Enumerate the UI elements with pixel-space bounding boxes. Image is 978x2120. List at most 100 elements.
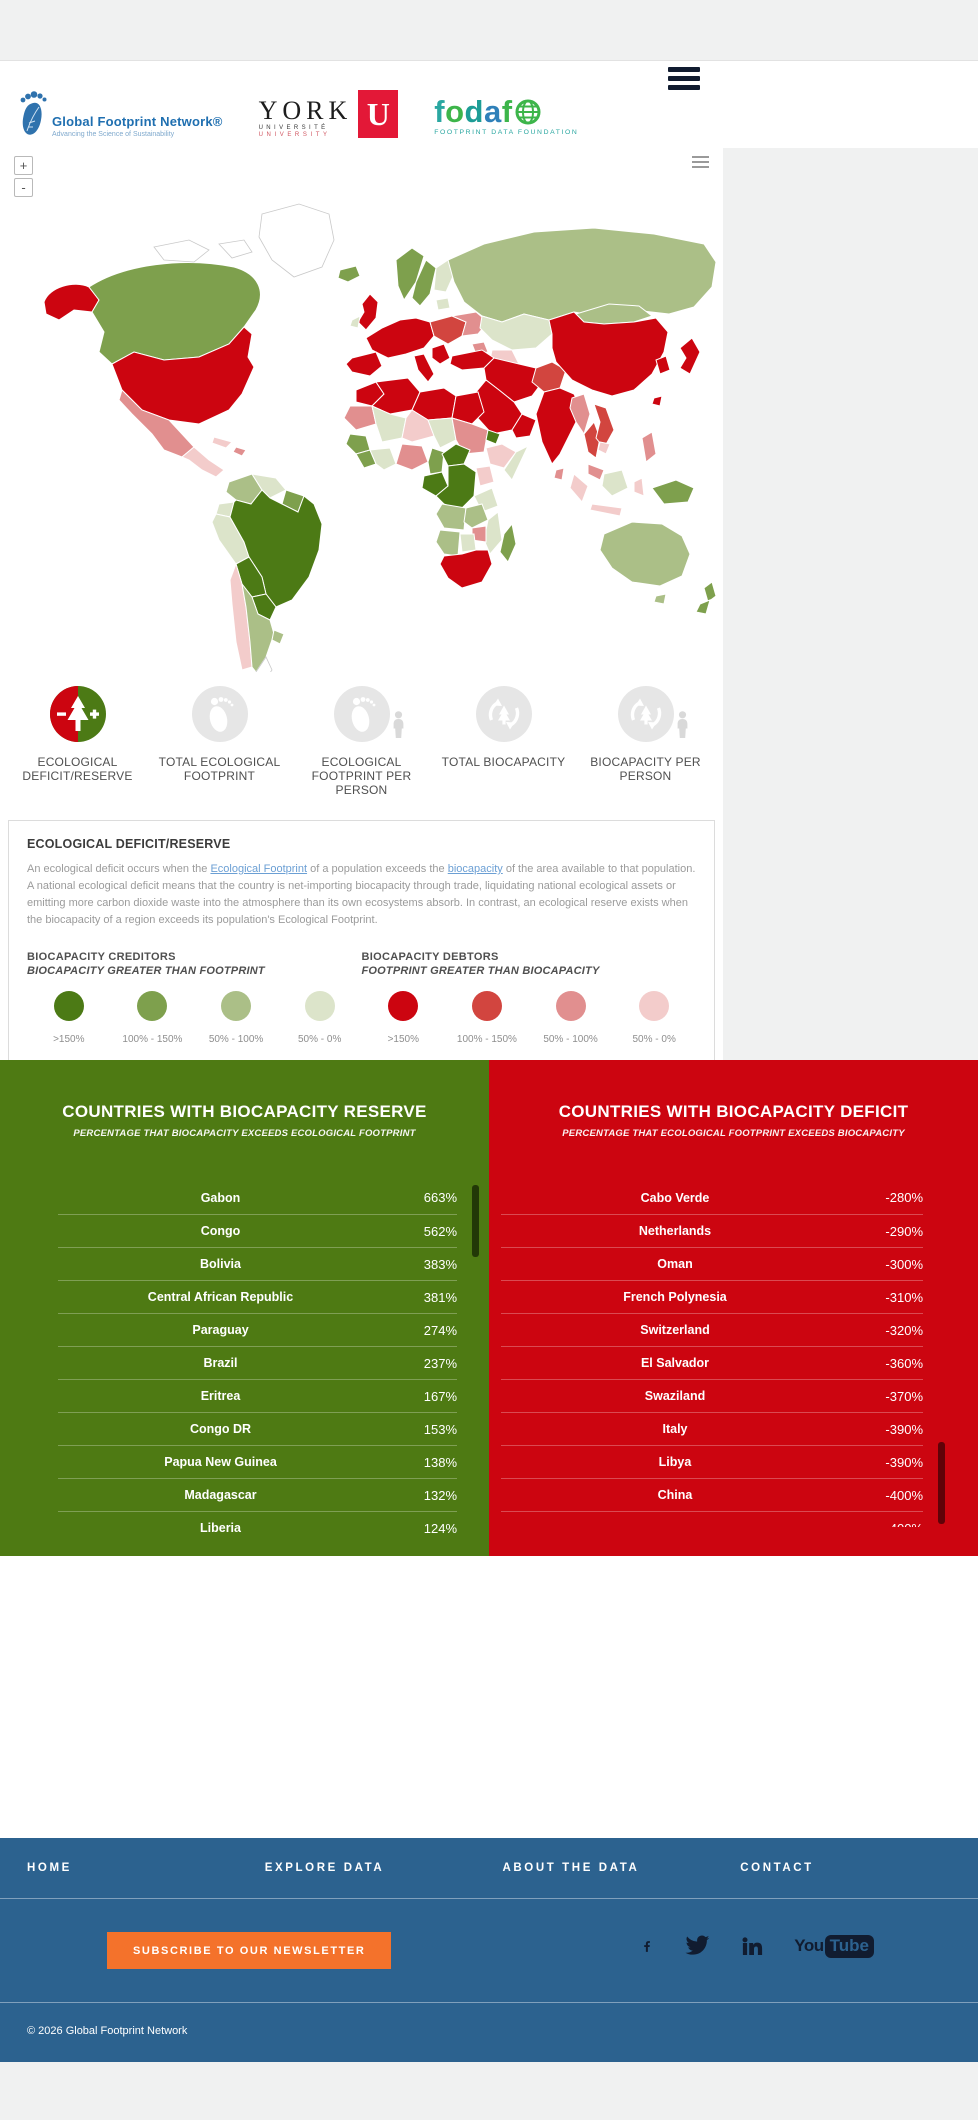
world-map-container: + - [0, 148, 723, 678]
york-wordmark: YORK [258, 95, 353, 125]
table-row: Cabo Verde -280% [501, 1181, 923, 1214]
map-mode-tabs: ECOLOGICAL DEFICIT/RESERVE [0, 678, 723, 800]
country-value: 383% [423, 1256, 457, 1272]
country-value: -310% [885, 1289, 923, 1305]
country-value: 153% [423, 1421, 457, 1437]
country-value: -400% [849, 1521, 923, 1528]
site-header: Global Footprint Network® Advancing the … [0, 61, 978, 148]
country-value: 124% [423, 1520, 457, 1536]
facebook-icon[interactable] [640, 1933, 654, 1959]
globe-icon [515, 99, 541, 125]
country-name: Congo DR [189, 1422, 252, 1436]
world-map[interactable] [4, 152, 719, 672]
person-icon [393, 711, 403, 738]
table-row: China -400% [501, 1478, 923, 1511]
country-name: Libya [658, 1455, 692, 1469]
linkedin-icon[interactable] [740, 1934, 764, 1958]
country-name: Bolivia [200, 1257, 241, 1271]
copyright-text: © 2026 Global Footprint Network [27, 2025, 188, 2037]
york-university-logo[interactable]: YORK UNIVERSITÉ UNIVERSITY U [259, 90, 399, 138]
map-legend: BIOCAPACITY CREDITORS BIOCAPACITY GREATE… [27, 951, 696, 1045]
table-row: Bolivia 383% [58, 1247, 457, 1280]
country-value: -280% [885, 1190, 923, 1205]
map-zoom-out-button[interactable]: - [14, 178, 33, 197]
subscribe-newsletter-button[interactable]: SUBSCRIBE TO OUR NEWSLETTER [107, 1932, 392, 1969]
reserve-panel-subtitle: PERCENTAGE THAT BIOCAPACITY EXCEEDS ECOL… [73, 1128, 416, 1139]
country-name: Swaziland [644, 1389, 706, 1403]
legend-range-label: 50% - 100% [543, 1034, 598, 1046]
youtube-icon[interactable]: You Tube [794, 1934, 874, 1958]
biocapacity-icon [617, 686, 674, 742]
legend-range-label: >150% [387, 1034, 420, 1046]
map-zoom-in-button[interactable]: + [14, 156, 33, 175]
social-links: You Tube [640, 1933, 874, 1959]
legend-item: 50% - 100% [194, 991, 278, 1045]
table-row: Gabon 663% [58, 1181, 457, 1214]
legend-item: 50% - 100% [529, 991, 613, 1045]
legend-range-label: 50% - 0% [632, 1034, 676, 1046]
menu-icon[interactable] [668, 67, 700, 94]
info-paragraph: An ecological deficit occurs when the Ec… [27, 863, 696, 927]
biocapacity-deficit-panel: COUNTRIES WITH BIOCAPACITY DEFICIT PERCE… [489, 1060, 978, 1556]
country-name: Gabon [200, 1190, 241, 1205]
ecological-footprint-link[interactable]: Ecological Footprint [210, 863, 308, 875]
footer-nav-link[interactable]: CONTACT [740, 1862, 814, 1874]
country-value: -290% [885, 1223, 923, 1239]
country-name: Papua New Guinea [164, 1455, 277, 1469]
footprint-icon [191, 686, 248, 742]
legend-item: 100% - 150% [111, 991, 195, 1045]
country-value: 274% [423, 1322, 457, 1338]
tab-total-biocapacity[interactable]: TOTAL BIOCAPACITY [440, 686, 568, 800]
footprint-icon [333, 686, 390, 742]
table-row: Congo 562% [58, 1214, 457, 1247]
legend-debtors-subtitle: FOOTPRINT GREATER THAN BIOCAPACITY [361, 965, 600, 978]
content-spacer [0, 1556, 978, 1838]
legend-range-label: >150% [53, 1034, 85, 1046]
country-name: French Polynesia [623, 1290, 727, 1304]
tab-total-ecological-footprint[interactable]: TOTAL ECOLOGICAL FOOTPRINT [156, 686, 284, 800]
map-menu-icon[interactable] [692, 156, 709, 171]
legend-debtors-title: BIOCAPACITY DEBTORS [361, 951, 499, 964]
tab-ecological-deficit-reserve[interactable]: ECOLOGICAL DEFICIT/RESERVE [14, 686, 142, 800]
table-row: Libya -390% [501, 1445, 923, 1478]
tab-ecological-footprint-per-person[interactable]: ECOLOGICAL FOOTPRINT PER PERSON [298, 686, 426, 800]
country-value: 132% [423, 1487, 457, 1503]
twitter-icon[interactable] [684, 1935, 710, 1957]
legend-color-swatch [137, 991, 168, 1022]
legend-range-label: 50% - 0% [298, 1034, 342, 1046]
deficit-country-list[interactable]: Cabo Verde -280% Netherlands -290% Oman … [501, 1181, 923, 1527]
footer-nav-link[interactable]: EXPLORE DATA [264, 1862, 385, 1874]
person-icon [677, 711, 687, 738]
main-content: + - [0, 148, 978, 1069]
country-value: -360% [885, 1355, 923, 1371]
country-value: -400% [885, 1487, 923, 1503]
country-name: Central African Republic [147, 1290, 294, 1304]
country-name: Oman [657, 1257, 693, 1271]
global-footprint-network-logo[interactable]: Global Footprint Network® Advancing the … [16, 90, 223, 138]
site-footer: HOME EXPLORE DATA ABOUT THE DATA CONTACT SU… [0, 1838, 978, 2062]
legend-debtors: BIOCAPACITY DEBTORS FOOTPRINT GREATER TH… [362, 951, 697, 1045]
table-row: El Salvador -360% [501, 1346, 923, 1379]
fodafo-tagline: FOOTPRINT DATA FOUNDATION [434, 129, 579, 136]
deficit-panel-title: COUNTRIES WITH BIOCAPACITY DEFICIT [558, 1102, 909, 1121]
reserve-country-list[interactable]: Gabon 663% Congo 562% Bolivia 383% [58, 1181, 457, 1544]
scrollbar-thumb[interactable] [472, 1185, 479, 1257]
country-name: Switzerland [640, 1323, 710, 1337]
table-row: Brazil 237% [58, 1346, 457, 1379]
legend-item: 50% - 0% [612, 991, 696, 1045]
country-value: 562% [423, 1223, 457, 1239]
legend-color-swatch [304, 991, 335, 1022]
country-value: -390% [885, 1421, 923, 1437]
tab-biocapacity-per-person[interactable]: BIOCAPACITY PER PERSON [582, 686, 710, 800]
reserve-panel-title: COUNTRIES WITH BIOCAPACITY RESERVE [62, 1102, 427, 1121]
footer-nav-link[interactable]: ABOUT THE DATA [502, 1862, 640, 1874]
legend-range-label: 50% - 100% [208, 1034, 264, 1046]
country-value: 138% [423, 1454, 457, 1470]
footer-nav-link[interactable]: HOME [27, 1862, 72, 1874]
biocapacity-link[interactable]: biocapacity [447, 863, 503, 875]
scrollbar-thumb[interactable] [938, 1442, 945, 1524]
country-value: -370% [885, 1388, 923, 1404]
legend-creditors: BIOCAPACITY CREDITORS BIOCAPACITY GREATE… [27, 951, 362, 1045]
